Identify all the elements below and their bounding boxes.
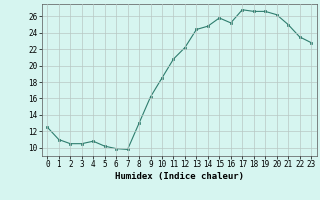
X-axis label: Humidex (Indice chaleur): Humidex (Indice chaleur) bbox=[115, 172, 244, 181]
